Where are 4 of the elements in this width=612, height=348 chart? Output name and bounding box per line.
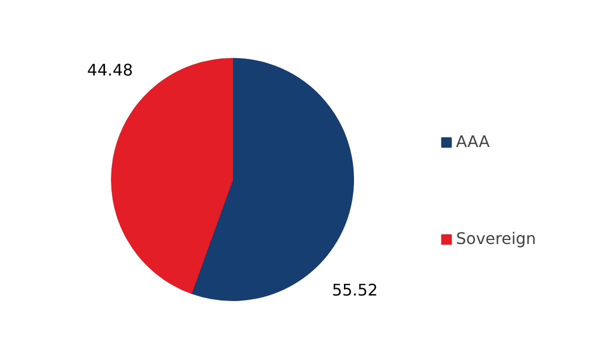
legend-label: Sovereign [456,229,536,248]
data-label: 44.48 [87,60,133,80]
data-label: 55.52 [332,280,378,300]
legend-label: AAA [456,132,490,151]
